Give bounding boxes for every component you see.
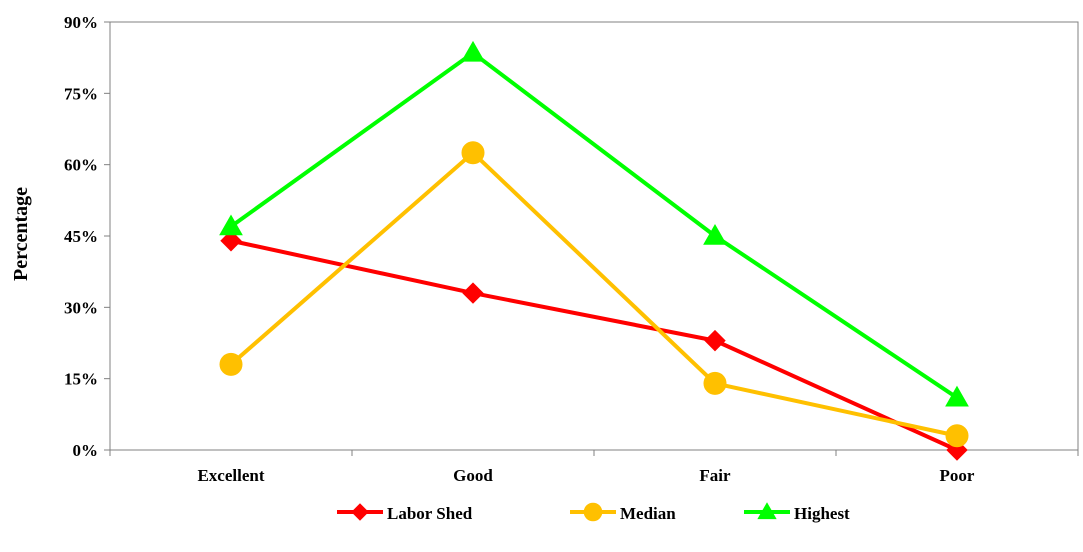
data-point-circle	[219, 352, 243, 376]
legend: Labor Shed Median Highest	[337, 502, 850, 523]
legend-item: Highest	[744, 502, 850, 523]
x-category-label: Fair	[699, 466, 731, 485]
x-category-label: Excellent	[197, 466, 264, 485]
legend-item: Labor Shed	[337, 503, 473, 523]
y-tick-label: 30%	[64, 298, 98, 317]
x-category-label: Good	[453, 466, 493, 485]
y-tick-label: 90%	[64, 13, 98, 32]
data-point-triangle	[461, 40, 485, 62]
legend-label: Median	[620, 504, 676, 523]
data-point-diamond	[220, 230, 242, 252]
y-tick-label: 60%	[64, 156, 98, 175]
series-lines	[219, 40, 969, 461]
data-point-triangle	[219, 214, 243, 236]
y-tick-label: 0%	[73, 441, 99, 460]
data-point-diamond	[462, 282, 484, 304]
x-axis-category-labels: Excellent Good Fair Poor	[109, 450, 1079, 485]
legend-marker-circle	[583, 502, 603, 522]
plot-area-border	[109, 21, 1079, 451]
legend-marker-diamond	[351, 503, 369, 521]
data-point-triangle	[703, 223, 727, 245]
series-line	[230, 238, 958, 452]
y-tick-label: 75%	[64, 84, 98, 103]
legend-label: Highest	[794, 504, 850, 523]
plot-frame	[109, 21, 1079, 451]
data-point-circle	[945, 424, 969, 448]
y-tick-label: 15%	[64, 370, 98, 389]
series-labor-shed	[220, 230, 968, 461]
legend-marker-triangle	[757, 502, 777, 520]
y-axis-ticks: 0% 15% 30% 45% 60% 75% 90%	[64, 13, 110, 460]
series-line	[229, 50, 959, 400]
x-category-label: Poor	[940, 466, 975, 485]
data-point-circle	[461, 141, 485, 165]
series-highest	[219, 40, 969, 407]
series-median	[219, 141, 969, 448]
y-tick-label: 45%	[64, 227, 98, 246]
data-point-diamond	[704, 329, 726, 352]
legend-item: Median	[570, 502, 676, 523]
series-line	[229, 150, 958, 438]
legend-label: Labor Shed	[387, 504, 473, 523]
y-axis-title: Percentage	[10, 187, 32, 281]
data-point-circle	[703, 371, 727, 395]
data-point-triangle	[945, 385, 969, 407]
